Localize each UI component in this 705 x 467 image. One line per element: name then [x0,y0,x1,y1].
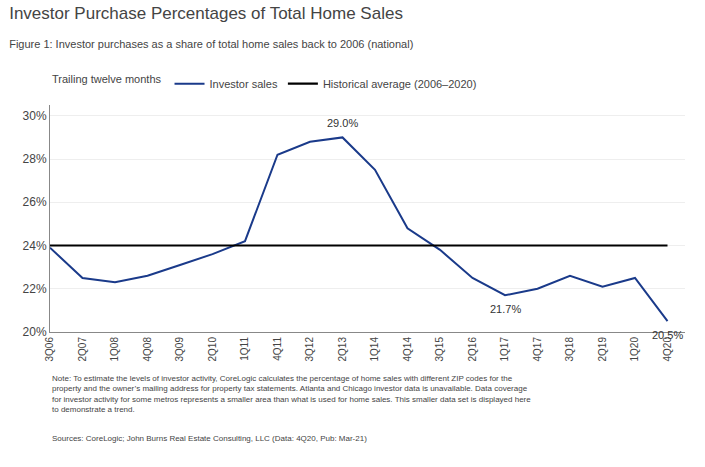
svg-text:20.5%: 20.5% [652,329,683,341]
svg-text:Investor Purchase Percentages: Investor Purchase Percentages of Total H… [9,4,403,23]
svg-text:1Q11: 1Q11 [239,337,250,361]
svg-text:20%: 20% [23,325,47,339]
svg-text:3Q09: 3Q09 [174,337,185,362]
svg-text:Trailing twelve months: Trailing twelve months [52,73,162,85]
svg-text:1Q08: 1Q08 [109,337,120,362]
svg-text:2Q19: 2Q19 [597,337,608,362]
svg-text:2Q10: 2Q10 [207,337,218,362]
svg-text:3Q15: 3Q15 [434,337,445,362]
svg-text:Sources: CoreLogic; John Burns: Sources: CoreLogic; John Burns Real Esta… [52,434,367,443]
svg-text:24%: 24% [23,239,47,253]
svg-text:Note: To estimate the levels o: Note: To estimate the levels of investor… [52,374,531,414]
svg-text:4Q14: 4Q14 [402,337,413,362]
svg-text:3Q06: 3Q06 [44,337,55,362]
svg-text:3Q12: 3Q12 [304,337,315,362]
svg-text:1Q14: 1Q14 [369,337,380,362]
svg-text:2Q13: 2Q13 [337,337,348,362]
svg-text:Investor sales: Investor sales [210,78,278,90]
svg-text:4Q17: 4Q17 [532,337,543,362]
svg-text:21.7%: 21.7% [490,303,521,315]
svg-text:4Q11: 4Q11 [272,337,283,361]
svg-text:29.0%: 29.0% [327,117,358,129]
svg-text:Figure 1: Investor purchases a: Figure 1: Investor purchases as a share … [9,38,413,50]
svg-text:2Q16: 2Q16 [467,337,478,362]
svg-text:22%: 22% [23,282,47,296]
svg-text:1Q20: 1Q20 [629,337,640,362]
svg-text:4Q20: 4Q20 [662,337,673,362]
svg-text:26%: 26% [23,195,47,209]
svg-text:2Q07: 2Q07 [77,337,88,362]
svg-text:1Q17: 1Q17 [499,337,510,362]
svg-text:28%: 28% [23,152,47,166]
svg-text:30%: 30% [23,109,47,123]
svg-text:4Q08: 4Q08 [142,337,153,362]
svg-text:3Q18: 3Q18 [564,337,575,362]
svg-text:Historical average (2006–2020): Historical average (2006–2020) [323,78,476,90]
